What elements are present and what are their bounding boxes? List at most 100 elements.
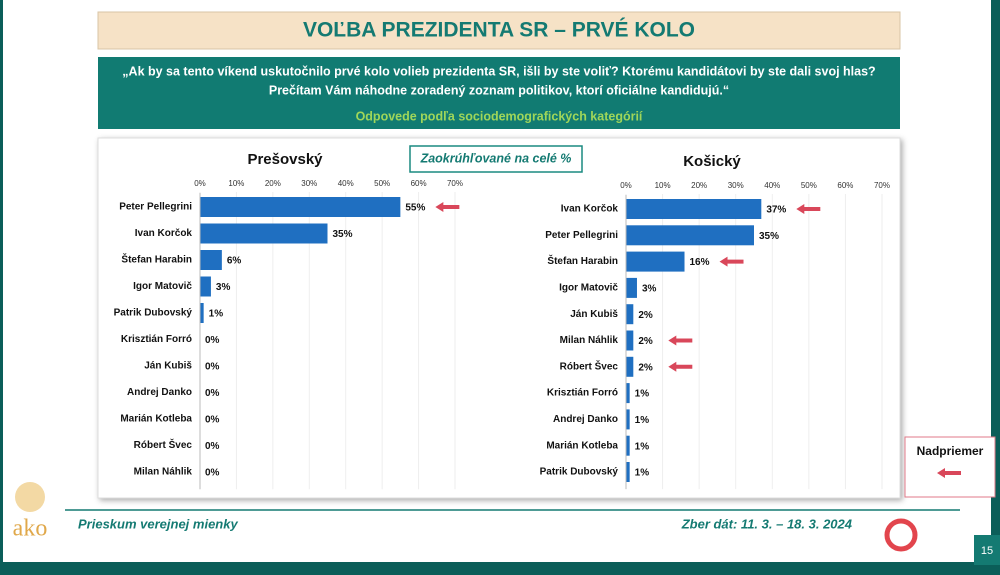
bar [200,276,211,297]
value-label: 3% [642,284,657,295]
category-label: Milan Náhlik [134,467,193,478]
category-label: Peter Pellegrini [545,230,618,241]
chart-title: Košický [683,153,741,170]
footer-left: Prieskum verejnej mienky [78,516,238,531]
bar [626,383,630,404]
bar [626,277,637,298]
x-tick-label: 10% [655,181,671,190]
x-tick-label: 10% [228,179,244,188]
value-label: 3% [216,282,231,293]
page-number: 15 [981,545,993,557]
title-box [97,11,901,50]
above-average-arrow [668,361,693,372]
legend-box [904,436,996,498]
value-label: 37% [766,205,786,216]
category-label: Ján Kubiš [144,361,192,372]
bar [626,199,762,219]
category-label: Marián Kotleba [546,440,618,451]
bar [626,462,630,482]
value-label: 1% [209,309,224,320]
category-label: Igor Matovič [559,283,618,294]
value-label: 0% [205,441,220,452]
value-label: 0% [205,362,220,373]
x-tick-label: 70% [874,181,890,190]
value-label: 35% [333,229,353,240]
category-label: Ivan Korčok [135,228,193,239]
category-label: Peter Pellegrini [119,202,192,213]
category-label: Štefan Harabin [547,254,618,267]
logo-text: ako [13,516,48,542]
value-label: 2% [638,336,653,347]
note: Zaokrúhľované na celé % [420,151,572,165]
value-label: 1% [635,389,650,400]
x-tick-label: 60% [411,179,427,188]
bar [200,250,222,270]
footer-right: Zber dát: 11. 3. – 18. 3. 2024 [681,516,853,531]
value-label: 2% [638,310,653,321]
note-box [409,145,583,173]
category-label: Róbert Švec [560,359,619,372]
x-tick-label: 30% [728,181,744,190]
bar [626,330,634,351]
value-label: 35% [759,231,779,242]
x-tick-label: 20% [265,179,281,188]
bar [200,223,328,244]
bar [626,356,634,377]
x-tick-label: 60% [837,181,853,190]
value-label: 0% [205,388,220,399]
value-label: 1% [635,468,650,479]
x-tick-label: 50% [801,181,817,190]
category-label: Ján Kubiš [570,309,618,320]
bar [626,225,754,246]
bar [626,304,634,325]
bar [200,197,401,217]
page-box [974,535,1000,565]
bar [626,251,685,272]
logo-head [15,482,45,512]
bar [626,435,630,456]
above-average-arrow [435,202,460,212]
value-label: 2% [638,362,653,373]
x-tick-label: 50% [374,179,390,188]
category-label: Patrik Dubovský [540,467,619,478]
category-label: Krisztián Forró [547,388,618,399]
question: Prečítam Vám náhodne zoradený zoznam pol… [269,83,729,97]
category-label: Marián Kotleba [120,414,192,425]
value-label: 0% [205,415,220,426]
category-label: Patrik Dubovský [114,308,193,319]
category-label: Andrej Danko [127,387,192,398]
question: „Ak by sa tento víkend uskutočnilo prvé … [122,64,875,78]
category-label: Štefan Harabin [121,253,192,266]
category-label: Milan Náhlik [560,335,619,346]
value-label: 1% [635,415,650,426]
value-label: 16% [690,257,710,268]
bar [200,303,204,323]
x-tick-label: 40% [338,179,354,188]
category-label: Krisztián Forró [121,334,192,345]
value-label: 6% [227,256,242,267]
x-tick-label: 0% [620,181,632,190]
value-label: 55% [405,203,425,214]
x-tick-label: 70% [447,179,463,188]
above-average-arrow [796,204,821,214]
x-tick-label: 30% [301,179,317,188]
x-tick-label: 0% [194,179,206,188]
legend-arrow [937,468,961,478]
above-average-arrow [719,256,744,267]
bar [626,409,630,430]
chart-title: Prešovský [247,151,323,168]
legend-label: Nadpriemer [917,444,984,458]
x-tick-label: 20% [691,181,707,190]
category-label: Róbert Švec [134,438,193,451]
slide-title: VOĽBA PREZIDENTA SR – PRVÉ KOLO [303,19,695,42]
partner-logo [884,518,918,552]
above-average-arrow [668,335,693,346]
category-label: Ivan Korčok [561,204,619,215]
category-label: Igor Matovič [133,281,192,292]
value-label: 0% [205,335,220,346]
category-label: Andrej Danko [553,414,618,425]
question-box [98,57,900,129]
subtitle: Odpovede podľa sociodemografických kateg… [356,109,643,123]
